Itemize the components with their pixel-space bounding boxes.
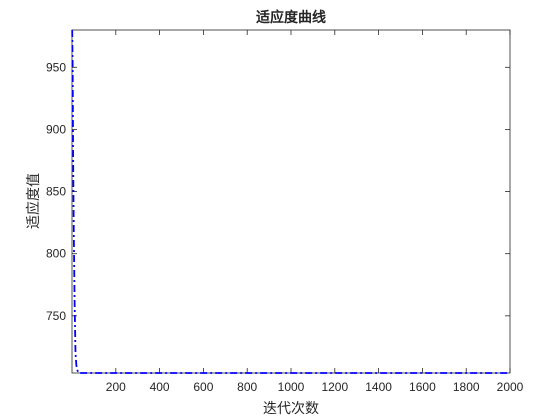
x-tick-label: 200: [106, 380, 126, 394]
y-axis-label: 适应度值: [25, 173, 42, 229]
x-tick-label: 2000: [497, 380, 524, 394]
chart-title: 适应度曲线: [256, 9, 326, 26]
x-tick-label: 400: [150, 380, 170, 394]
x-tick-label: 800: [237, 380, 257, 394]
y-tick-label: 750: [46, 309, 66, 323]
x-tick-label: 600: [193, 380, 213, 394]
y-tick-label: 950: [46, 60, 66, 74]
x-axis-label: 迭代次数: [263, 401, 319, 417]
x-tick-label: 1600: [409, 380, 436, 394]
y-tick-label: 900: [46, 122, 66, 136]
y-tick-label: 850: [46, 185, 66, 199]
data-line: [71, 29, 510, 374]
y-tick-label: 800: [46, 247, 66, 261]
x-tick-label: 1200: [321, 380, 348, 394]
x-tick-label: 1400: [365, 380, 392, 394]
x-tick-label: 1000: [278, 380, 305, 394]
x-tick-label: 1800: [453, 380, 480, 394]
